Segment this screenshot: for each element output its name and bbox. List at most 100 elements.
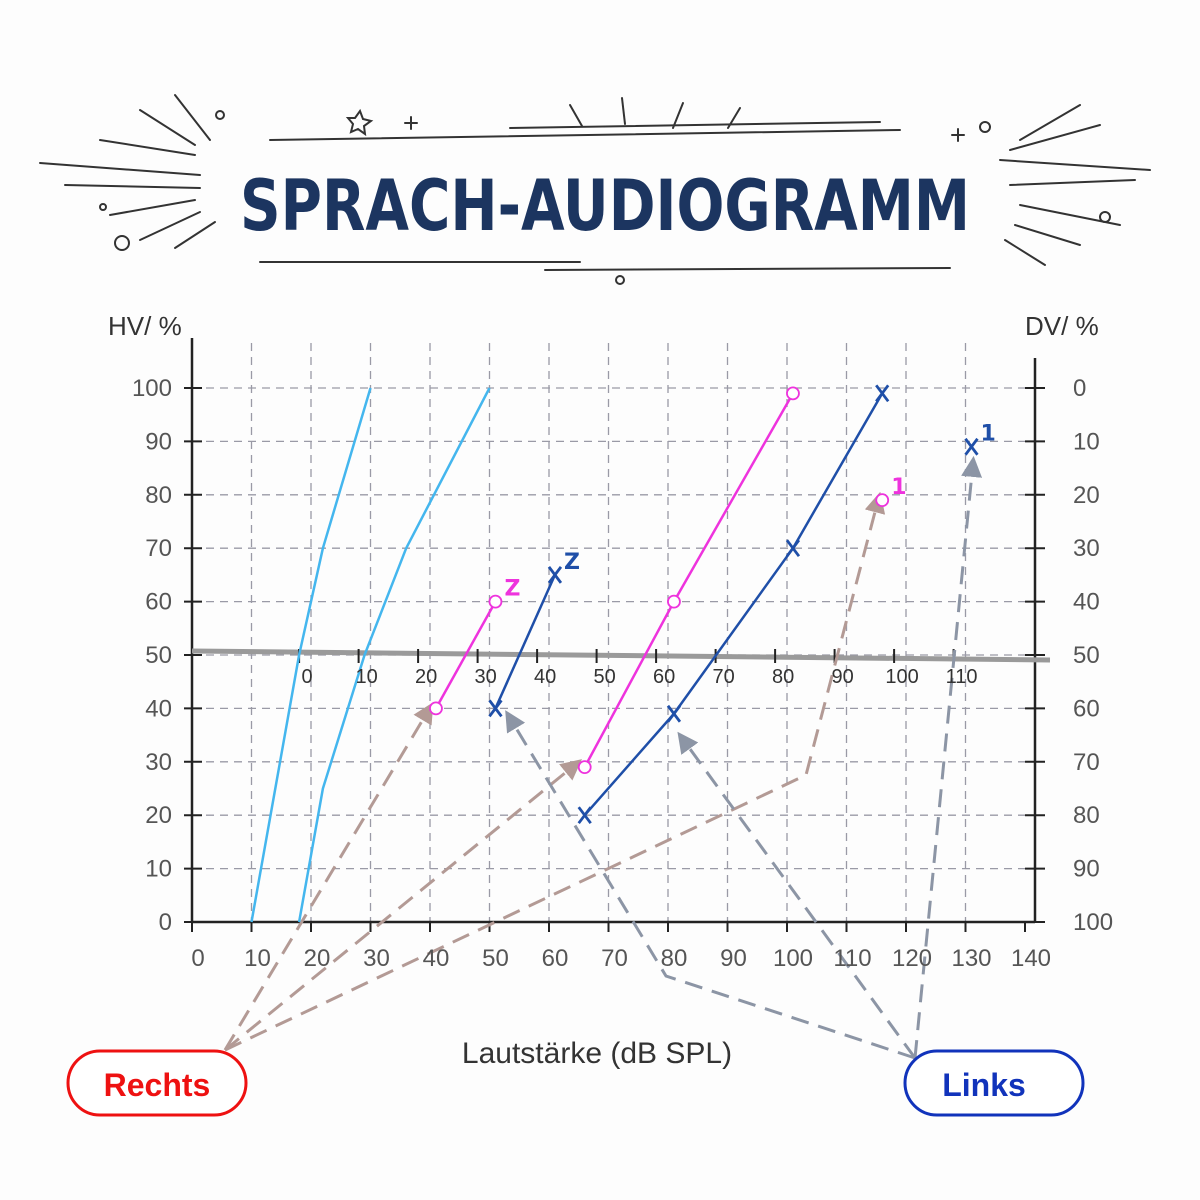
y-tick-label-right: 0 [1073,375,1086,402]
hearing-loss-tick-label: 90 [831,666,853,688]
left-ear-marker-label: 1 [980,422,995,447]
left-ear-marker-stroke [785,539,801,558]
y-tick-label-left: 40 [145,695,172,722]
x-tick-label: 110 [833,945,871,972]
y-tick-label-right: 40 [1073,589,1100,616]
arrow-rechts-1 [223,702,434,1051]
left-ear-marker [785,539,801,558]
hearing-loss-tick-label: 100 [885,666,918,688]
left-ear-marker-stroke [875,384,890,403]
annotation-arrows [223,455,983,1060]
badge-left-label: Links [942,1067,1026,1103]
y-axis-right-label: DV/ % [1025,311,1099,341]
right-ear-marker [488,594,503,609]
title-decoration [39,94,1151,285]
left-ear-line [583,392,884,817]
y-tick-label-right: 10 [1073,428,1100,455]
x-tick-label: 130 [951,945,991,972]
y-tick-label-left: 10 [145,856,172,883]
hearing-loss-tick-label: 0 [302,666,313,688]
left-ear-marker [666,704,682,723]
left-ear-marker-stroke [577,806,592,825]
badge-left-ear: Links [903,1049,1085,1117]
y-tick-label-left: 0 [159,909,172,936]
axes [184,338,1051,932]
x-tick-label: 90 [720,945,747,972]
left-ear-marker [964,437,979,456]
grid [192,343,1025,922]
x-tick-label: 140 [1011,945,1051,972]
hearing-loss-tick-label: 70 [712,666,734,688]
right-ear-marker [577,760,592,775]
normal-hearing-curve [250,387,372,923]
right-ear-marker-label: Z [504,577,520,602]
arrow-rechts-2 [224,759,583,1052]
y-tick-label-left: 30 [145,749,172,776]
badge-right-label: Rechts [104,1067,211,1103]
x-tick-label: 100 [773,945,813,972]
y-tick-label-left: 50 [145,642,172,669]
hearing-loss-tick-label: 30 [474,666,496,688]
left-ear-marker [577,806,592,825]
hearing-loss-tick-label: 50 [593,666,615,688]
y-tick-label-left: 100 [132,375,172,402]
badge-right-ear: Rechts [66,1049,248,1117]
x-tick-label: 70 [601,945,628,972]
x-tick-label: 80 [661,945,688,972]
x-tick-label: 0 [191,945,204,972]
y-tick-label-right: 30 [1073,535,1100,562]
y-tick-label-right: 90 [1073,856,1100,883]
left-ear-marker-stroke [547,566,563,584]
y-tick-label-right: 60 [1073,695,1100,722]
left-ear-marker-stroke [964,437,979,456]
hearing-loss-tick-label: 60 [653,666,675,688]
normal-hearing-curve [297,387,491,923]
x-tick-label: 120 [892,945,932,972]
left-ear-marker [875,384,890,403]
arrow-links-1 [505,710,916,1060]
y-axis-left-label: HV/ % [108,311,182,341]
y-tick-label-right: 50 [1073,642,1100,669]
right-ear-marker [429,701,443,716]
left-ear-marker-stroke [488,699,503,718]
x-tick-label: 10 [244,945,271,972]
x-tick-label: 60 [542,945,569,972]
arrow-links-3 [913,455,983,1059]
left-ear-line [494,574,557,709]
data-series: Z Z 1 1 [250,384,996,923]
x-tick-label: 40 [423,945,450,972]
right-ear-line [434,600,497,710]
hearing-loss-tick-label: 80 [772,666,794,688]
y-tick-label-left: 80 [145,482,172,509]
hearing-loss-tick-label: 20 [415,666,437,688]
arrow-links-2 [677,731,917,1059]
y-tick-label-right: 70 [1073,749,1100,776]
y-tick-label-right: 80 [1073,802,1100,829]
hearing-loss-tick-label: 40 [534,666,556,688]
right-ear-marker [667,594,681,609]
right-ear-marker [786,386,800,401]
y-tick-label-left: 60 [145,589,172,616]
hearing-loss-tick-label: 110 [946,666,978,688]
y-tick-label-left: 20 [145,802,172,829]
x-tick-label: 50 [482,945,509,972]
left-ear-marker-stroke [666,704,682,723]
hearing-loss-reference-line [191,648,1051,663]
right-ear-marker [875,493,890,508]
right-ear-marker-label: 1 [891,475,906,500]
x-axis-label: Lautstärke (dB SPL) [462,1037,732,1070]
left-ear-marker-label: Z [564,550,580,575]
y-tick-label-right: 20 [1073,482,1100,509]
right-ear-line [583,392,795,768]
y-tick-label-right: 100 [1073,909,1113,936]
chart-title: SPRACH-AUDIOGRAMM [240,165,970,247]
left-ear-marker [488,699,503,718]
x-tick-label: 20 [304,945,331,972]
y-tick-label-left: 70 [145,535,172,562]
left-ear-marker [547,566,563,584]
x-tick-label: 30 [363,945,390,972]
hearing-loss-tick-label: 10 [355,666,377,688]
y-tick-label-left: 90 [145,428,172,455]
